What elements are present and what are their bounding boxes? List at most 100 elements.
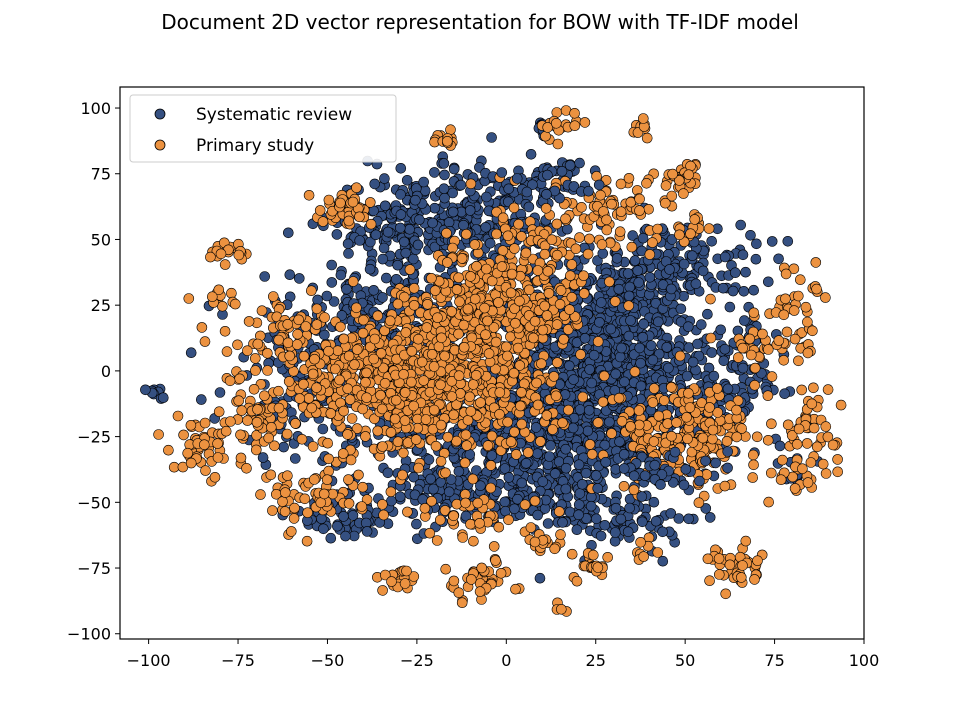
- data-point: [724, 301, 736, 313]
- data-point: [465, 271, 476, 282]
- data-point: [683, 513, 695, 525]
- data-point: [338, 333, 350, 345]
- data-point: [423, 454, 435, 465]
- data-point: [732, 352, 744, 363]
- data-point: [586, 377, 598, 389]
- data-point: [502, 416, 513, 428]
- data-point: [793, 423, 805, 435]
- data-point: [780, 293, 791, 305]
- data-point: [368, 284, 380, 296]
- data-point: [635, 380, 647, 392]
- data-point: [502, 350, 513, 362]
- data-point: [704, 512, 716, 523]
- data-point: [678, 188, 689, 199]
- data-point: [436, 332, 447, 344]
- data-point: [510, 583, 521, 595]
- data-point: [567, 422, 579, 434]
- data-point: [392, 436, 404, 448]
- data-point: [343, 498, 355, 509]
- data-point: [505, 436, 517, 448]
- data-point: [282, 318, 294, 330]
- data-point: [793, 355, 804, 367]
- data-point: [623, 290, 635, 302]
- data-point: [686, 250, 698, 261]
- data-point: [469, 293, 481, 305]
- data-point: [707, 433, 718, 445]
- data-point: [429, 202, 441, 214]
- data-point: [561, 223, 573, 235]
- data-point: [447, 242, 458, 254]
- data-point: [713, 569, 725, 580]
- data-point: [566, 259, 578, 270]
- data-point: [713, 553, 725, 564]
- data-point: [634, 205, 645, 216]
- data-point: [835, 399, 847, 411]
- data-point: [689, 214, 701, 225]
- data-point: [486, 132, 497, 143]
- data-point: [385, 426, 397, 438]
- data-point: [262, 347, 273, 359]
- data-point: [443, 486, 455, 498]
- data-point: [439, 192, 450, 204]
- data-point: [633, 277, 645, 288]
- data-point: [681, 370, 693, 382]
- data-point: [219, 259, 231, 270]
- data-point: [811, 283, 822, 295]
- data-point: [622, 268, 634, 279]
- data-point: [666, 381, 677, 393]
- data-point: [564, 304, 575, 315]
- data-point: [542, 518, 554, 529]
- data-point: [447, 206, 459, 218]
- data-point: [626, 241, 638, 253]
- data-point: [331, 229, 343, 240]
- data-point: [702, 308, 713, 320]
- data-point: [199, 336, 211, 347]
- data-point: [792, 290, 804, 302]
- data-point: [428, 483, 439, 495]
- data-point: [544, 451, 555, 462]
- data-point: [323, 345, 334, 357]
- data-point: [597, 396, 609, 408]
- data-point: [692, 338, 703, 350]
- data-point: [576, 202, 587, 213]
- data-point: [571, 524, 583, 536]
- data-point: [550, 390, 562, 402]
- data-point: [797, 463, 808, 475]
- data-point: [488, 541, 500, 552]
- data-point: [196, 394, 207, 405]
- data-point: [594, 316, 605, 328]
- data-point: [731, 404, 742, 416]
- data-point: [386, 495, 397, 507]
- data-point: [708, 370, 720, 382]
- data-point: [791, 438, 803, 450]
- data-point: [613, 392, 625, 404]
- data-point: [482, 440, 494, 451]
- data-point: [576, 478, 588, 490]
- data-point: [611, 252, 623, 264]
- data-point: [681, 411, 692, 423]
- data-point: [509, 503, 520, 515]
- data-point: [641, 178, 652, 189]
- data-point: [660, 180, 672, 191]
- data-point: [462, 303, 474, 315]
- data-point: [577, 391, 589, 403]
- data-point: [212, 438, 223, 449]
- data-point: [427, 217, 438, 229]
- data-point: [375, 389, 386, 401]
- data-point: [429, 167, 440, 178]
- data-point: [185, 419, 197, 431]
- data-point: [448, 409, 460, 421]
- data-point: [372, 425, 384, 437]
- data-point: [674, 229, 685, 241]
- data-point: [529, 495, 541, 507]
- data-point: [451, 284, 463, 295]
- data-point: [302, 507, 313, 519]
- data-point: [361, 526, 373, 537]
- data-point: [545, 440, 556, 451]
- data-point: [625, 421, 636, 432]
- data-point: [808, 422, 820, 434]
- data-point: [540, 203, 552, 214]
- data-point: [317, 423, 329, 435]
- data-point: [484, 238, 496, 249]
- data-point: [323, 465, 335, 477]
